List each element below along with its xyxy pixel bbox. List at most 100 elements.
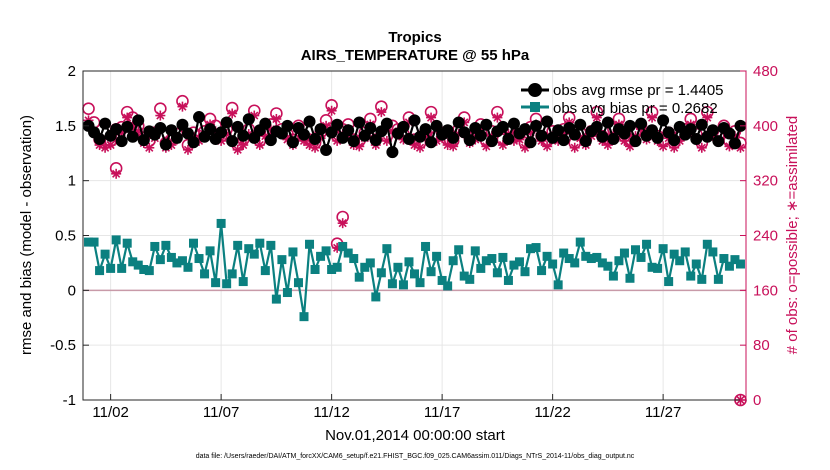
rmse-point [303, 115, 316, 128]
rmse-point [690, 132, 703, 145]
rmse-point [623, 119, 636, 132]
bias-point [100, 249, 110, 259]
bias-point [89, 237, 99, 247]
bias-point [614, 256, 624, 266]
bias-point [189, 238, 198, 248]
legend-rmse-label: obs avg rmse pr = 1.4405 [553, 82, 724, 99]
bias-point [211, 278, 221, 288]
obs-assimilated-marker [155, 110, 166, 121]
bias-point [503, 275, 513, 285]
bias-point [150, 241, 160, 251]
bias-point [559, 248, 569, 258]
bias-point [575, 237, 585, 247]
bias-point [106, 263, 116, 273]
rmse-point [635, 117, 648, 130]
bias-point [117, 263, 127, 273]
x-tick-label: 11/02 [92, 404, 128, 421]
rmse-point [712, 135, 725, 148]
bias-point [531, 243, 541, 253]
bias-point [653, 263, 663, 273]
bias-point [492, 268, 502, 278]
rmse-point [364, 122, 377, 135]
rmse-point [176, 118, 189, 131]
bias-point [316, 251, 326, 261]
obs-assimilated-marker [177, 101, 188, 112]
bias-point [597, 258, 607, 268]
bias-point [686, 271, 696, 281]
rmse-point [170, 131, 183, 144]
bias-point [432, 251, 442, 261]
rmse-point [137, 134, 150, 147]
bias-point [481, 256, 491, 266]
bias-point [592, 252, 602, 262]
rmse-point [298, 128, 310, 141]
bias-point [200, 269, 210, 279]
bias-point [542, 251, 552, 261]
rmse-point [684, 123, 697, 136]
obs-assimilated-marker [647, 112, 658, 123]
bias-point [327, 264, 337, 274]
bias-point [155, 255, 165, 265]
bias-point [708, 247, 718, 257]
bias-point [421, 241, 431, 251]
bias-point [95, 266, 105, 276]
bias-point [122, 238, 132, 248]
bias-point [730, 255, 740, 265]
rmse-series [82, 111, 747, 159]
obs-assimilated-marker [227, 108, 238, 119]
rmse-point [286, 136, 299, 149]
bias-point [448, 256, 458, 266]
bias-point [680, 247, 690, 257]
bias-point [183, 262, 193, 272]
bias-point [365, 258, 375, 268]
x-tick-label: 11/17 [424, 404, 460, 421]
bias-point [387, 279, 397, 289]
bias-point [608, 271, 618, 281]
rmse-point [115, 135, 128, 148]
bias-point [398, 280, 408, 290]
bias-point [498, 252, 508, 262]
obs-assimilated-marker [426, 112, 437, 123]
bias-point [564, 254, 574, 264]
rmse-point [132, 114, 145, 127]
rmse-point [463, 134, 476, 147]
bias-point [139, 264, 149, 274]
bias-point [476, 263, 486, 273]
rmse-point [651, 131, 664, 144]
rmse-point [519, 123, 531, 136]
y-tick-label: 1 [68, 173, 76, 190]
rmse-point [402, 132, 415, 145]
y2-tick-label: 0 [753, 392, 761, 409]
legend-bias-marker [530, 102, 540, 112]
bias-point [111, 235, 121, 245]
rmse-point [353, 116, 366, 129]
bias-point [465, 274, 475, 284]
bias-point [305, 239, 315, 249]
bias-point [260, 266, 270, 276]
y-tick-label: 0 [68, 282, 76, 299]
rmse-point [408, 114, 421, 127]
y2-tick-label: 320 [753, 173, 778, 190]
bias-point [282, 288, 292, 298]
rmse-point [480, 118, 493, 131]
obs-assimilated-marker [448, 141, 459, 152]
rmse-point [552, 124, 565, 137]
rmse-point [496, 120, 509, 133]
rmse-point [386, 146, 399, 159]
rmse-point [342, 124, 355, 137]
bias-point [172, 258, 182, 268]
bias-point [144, 266, 154, 276]
bias-point [443, 281, 453, 291]
bias-point [619, 248, 629, 258]
rmse-point [181, 127, 194, 140]
bias-point [216, 218, 226, 228]
bias-point [133, 260, 143, 270]
rmse-point [668, 134, 681, 147]
rmse-point [430, 119, 443, 132]
rmse-point [425, 136, 438, 149]
rmse-point [242, 113, 255, 126]
bias-point [161, 240, 171, 250]
obs-assimilated-marker [602, 140, 613, 151]
bias-point [509, 260, 519, 270]
rmse-point [723, 127, 736, 140]
